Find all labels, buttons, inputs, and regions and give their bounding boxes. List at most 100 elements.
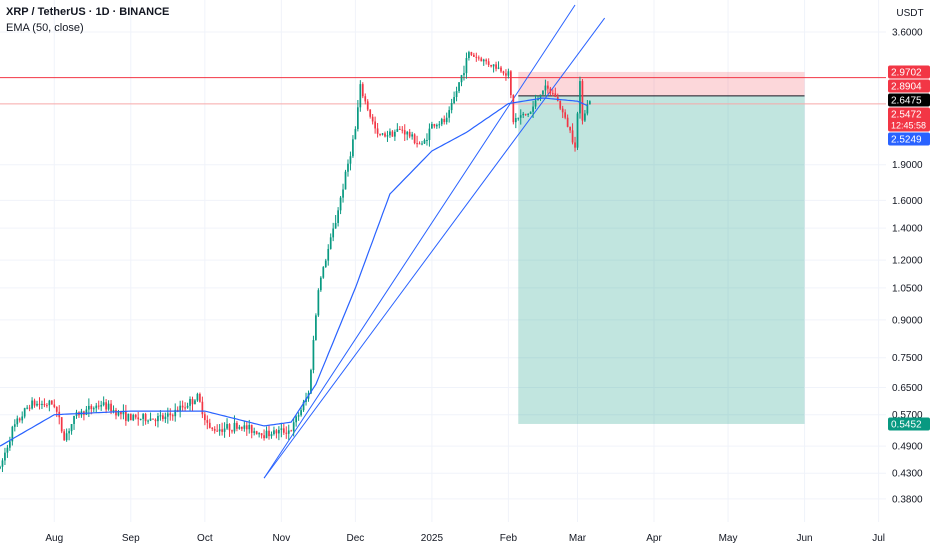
- candle-body: [268, 430, 270, 437]
- candle-body: [426, 140, 428, 142]
- candle-body: [231, 430, 233, 432]
- candle-body: [376, 128, 379, 134]
- candle-body: [588, 101, 591, 105]
- candle-body: [199, 393, 201, 402]
- candle-body: [465, 58, 468, 74]
- candle-body: [90, 405, 93, 410]
- symbol-title[interactable]: XRP / TetherUS · 1D · BINANCE: [6, 6, 170, 18]
- candle-body: [319, 277, 322, 291]
- candle-body: [280, 428, 283, 430]
- candle-body: [105, 402, 107, 410]
- candle-body: [445, 117, 448, 123]
- candle-body: [519, 115, 522, 118]
- candle-body: [73, 415, 75, 425]
- candle-body: [529, 111, 532, 114]
- candle-body: [65, 433, 68, 441]
- time-axis: Aug Sep Oct Nov Dec 2025 Feb Mar Apr May Jun Jul: [0, 522, 932, 550]
- candle-body: [211, 427, 214, 429]
- price-label-box: [888, 65, 930, 79]
- candle-body: [522, 113, 525, 116]
- price-label-box: [888, 93, 930, 107]
- candle-body: [302, 401, 305, 411]
- candle-body: [435, 124, 438, 127]
- candle-body: [554, 93, 557, 98]
- candle-body: [359, 84, 362, 108]
- candle-body: [122, 410, 125, 415]
- candle-body: [221, 429, 223, 432]
- ema-legend[interactable]: EMA (50, close): [6, 22, 84, 34]
- price-tick: 1.6000: [892, 196, 923, 207]
- candle-body: [342, 189, 344, 198]
- candle-body: [0, 466, 1, 469]
- price-label-text: 2.6475: [891, 95, 922, 106]
- candle-body: [317, 290, 320, 316]
- candle-body: [181, 405, 184, 408]
- candle-body: [416, 143, 418, 145]
- candle-body: [413, 134, 416, 144]
- trendlines: [263, 4, 606, 479]
- candle-body: [157, 416, 159, 422]
- trendline: [263, 17, 606, 479]
- candle-body: [423, 140, 426, 144]
- candle-body: [273, 430, 275, 435]
- candle-body: [551, 93, 554, 95]
- candle-body: [162, 415, 164, 419]
- candle-body: [408, 131, 411, 137]
- candle-body: [398, 128, 401, 130]
- candle-body: [41, 403, 43, 405]
- candle-body: [238, 426, 241, 429]
- candle-body: [92, 408, 95, 410]
- candle-body: [512, 95, 515, 123]
- month-label: Sep: [122, 533, 140, 544]
- price-label-box: [888, 417, 930, 431]
- candle-body: [115, 409, 117, 416]
- candle-body: [43, 403, 46, 406]
- price-tick: 0.4900: [892, 442, 923, 453]
- candle-body: [482, 59, 485, 62]
- month-label: Oct: [197, 533, 213, 544]
- candle-body: [470, 52, 473, 55]
- candle-body: [142, 414, 145, 419]
- candle-body: [139, 418, 142, 420]
- price-label-box: [888, 79, 930, 93]
- candle-body: [581, 81, 584, 121]
- month-label: Feb: [500, 533, 518, 544]
- candle-body: [569, 126, 571, 131]
- candle-body: [322, 267, 325, 278]
- candle-body: [265, 430, 268, 439]
- candle-body: [216, 430, 219, 432]
- candle-body: [537, 98, 539, 101]
- month-label: Apr: [646, 533, 662, 544]
- candle-body: [164, 416, 167, 419]
- candle-body: [431, 124, 433, 129]
- month-label: Jun: [796, 533, 812, 544]
- candle-body: [132, 414, 135, 421]
- candle-body: [339, 197, 342, 211]
- candle-body: [379, 133, 381, 135]
- candle-body: [579, 81, 581, 114]
- candle-body: [564, 112, 567, 118]
- candle-body: [253, 431, 256, 433]
- candle-body: [500, 67, 502, 72]
- candle-body: [117, 411, 120, 416]
- candle-body: [487, 61, 490, 65]
- candles: [0, 50, 591, 473]
- candle-body: [125, 410, 127, 421]
- month-label: Dec: [346, 533, 364, 544]
- candle-body: [349, 156, 352, 164]
- candle-body: [544, 85, 547, 91]
- candle-body: [171, 415, 174, 417]
- price-tick: 0.9000: [892, 315, 923, 326]
- candle-body: [460, 75, 463, 83]
- candle-body: [250, 424, 253, 433]
- price-tick: 0.5700: [892, 410, 923, 421]
- candle-body: [189, 399, 191, 406]
- candle-body: [334, 222, 337, 229]
- candle-body: [406, 131, 409, 135]
- candle-body: [154, 419, 157, 422]
- candle-body: [85, 409, 88, 415]
- candle-body: [369, 109, 372, 117]
- candle-body: [586, 104, 589, 114]
- candle-body: [107, 403, 110, 410]
